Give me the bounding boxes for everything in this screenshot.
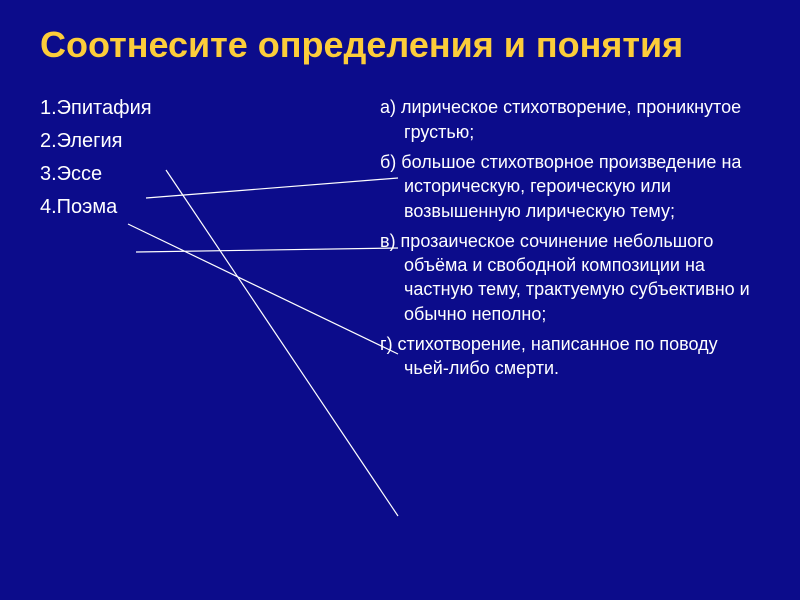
left-item: 2.Элегия xyxy=(40,128,380,155)
left-item: 1.Эпитафия xyxy=(40,95,380,122)
right-item: в) прозаическое сочинение небольшого объ… xyxy=(380,229,760,326)
columns: 1.Эпитафия 2.Элегия 3.Эссе 4.Поэма а) ли… xyxy=(40,95,760,386)
left-item: 3.Эссе xyxy=(40,161,380,188)
right-item: г) стихотворение, написанное по поводу ч… xyxy=(380,332,760,381)
right-item: а) лирическое стихотворение, проникнутое… xyxy=(380,95,760,144)
left-item: 4.Поэма xyxy=(40,194,380,221)
left-column: 1.Эпитафия 2.Элегия 3.Эссе 4.Поэма xyxy=(40,95,380,386)
right-column: а) лирическое стихотворение, проникнутое… xyxy=(380,95,760,386)
slide-title: Соотнесите определения и понятия xyxy=(40,24,760,65)
slide: Соотнесите определения и понятия 1.Эпита… xyxy=(0,0,800,600)
right-item: б) большое стихотворное произведение на … xyxy=(380,150,760,223)
